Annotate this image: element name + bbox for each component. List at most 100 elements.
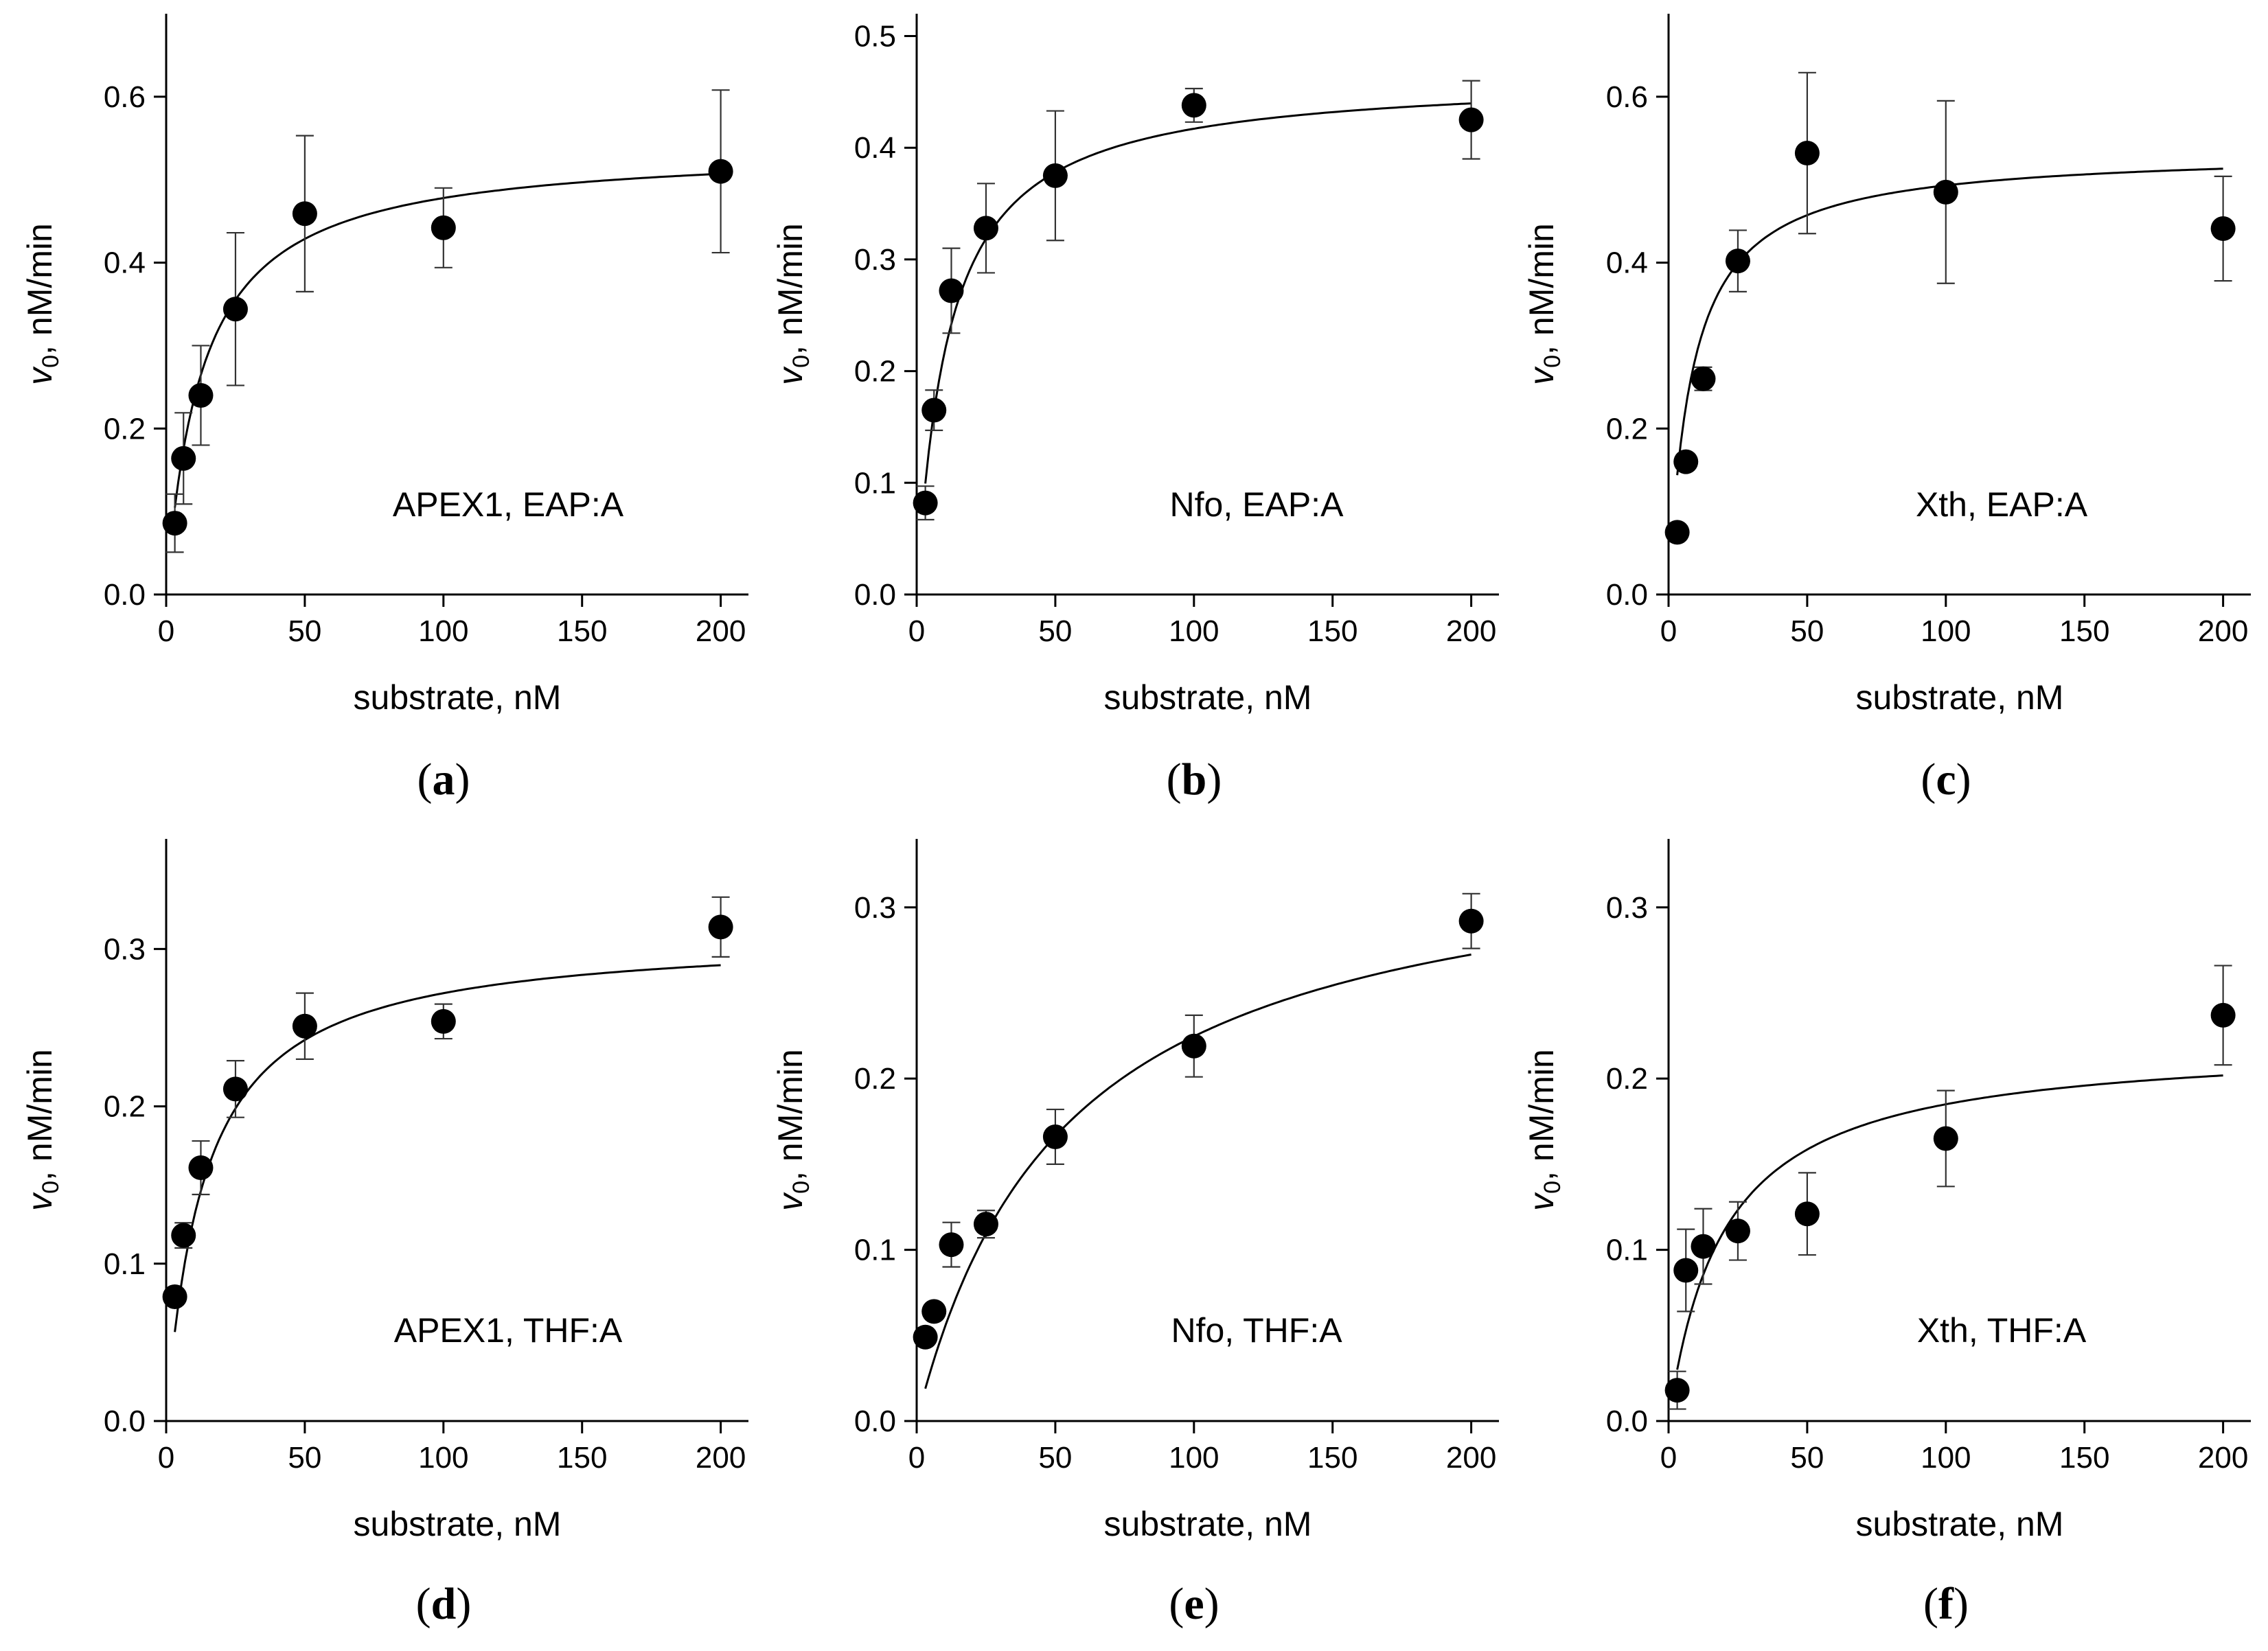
- data-point: [292, 1013, 317, 1039]
- x-tick-label: 200: [1446, 614, 1496, 648]
- y-tick-label: 0.3: [1606, 891, 1648, 925]
- y-label-units: , nM/min: [1522, 223, 1561, 355]
- x-tick-label: 200: [2198, 1441, 2248, 1475]
- y-tick-label: 0.0: [104, 1405, 146, 1438]
- fit-curve: [1676, 168, 2223, 476]
- y-label-subscript: 0: [38, 1181, 64, 1194]
- x-tick-label: 50: [1790, 1441, 1824, 1475]
- x-tick-label: 50: [1790, 614, 1824, 648]
- panel-label-open: (: [1923, 1579, 1938, 1629]
- data-point: [431, 1008, 456, 1034]
- data-point: [222, 297, 248, 322]
- y-label-units: , nM/min: [21, 223, 59, 355]
- x-tick-label: 50: [288, 614, 321, 648]
- y-tick-label: 0.2: [104, 1090, 146, 1124]
- data-point: [939, 278, 964, 303]
- data-point: [1794, 141, 1820, 166]
- y-tick-label: 0.6: [104, 80, 146, 114]
- fit-curve: [924, 102, 1471, 484]
- panel-annotation: APEX1, THF:A: [394, 1311, 623, 1350]
- x-axis-label: substrate, nM: [1856, 1505, 2064, 1543]
- y-tick-label: 0.1: [854, 1234, 896, 1267]
- data-point: [2210, 216, 2236, 242]
- data-point: [171, 446, 196, 471]
- x-tick-label: 100: [1169, 1441, 1219, 1475]
- y-label-units: , nM/min: [21, 1049, 59, 1181]
- y-tick-label: 0.3: [854, 243, 896, 277]
- data-point: [921, 1299, 947, 1324]
- x-tick-label: 50: [1038, 1441, 1072, 1475]
- panel-label-close: ): [1956, 754, 1971, 805]
- x-tick-label: 0: [908, 1441, 925, 1475]
- panel-label-letter: a: [433, 754, 455, 805]
- x-tick-label: 150: [557, 1441, 607, 1475]
- panel-label: (d): [416, 1579, 472, 1629]
- panel-label-open: (: [1921, 754, 1936, 805]
- y-label-subscript: 0: [788, 355, 814, 368]
- x-tick-label: 100: [1921, 1441, 1971, 1475]
- panel-annotation: Xth, THF:A: [1917, 1311, 2087, 1350]
- y-tick-label: 0.4: [104, 246, 146, 280]
- panel-annotation: APEX1, EAP:A: [393, 485, 624, 524]
- data-point: [921, 397, 947, 423]
- y-tick-label: 0.0: [1606, 1405, 1648, 1438]
- data-point: [431, 215, 456, 240]
- panel-label-close: ): [456, 1579, 471, 1629]
- data-point: [1458, 107, 1484, 132]
- panel-label-letter: e: [1184, 1579, 1204, 1629]
- data-point: [939, 1232, 964, 1258]
- y-tick-label: 0.1: [104, 1247, 146, 1281]
- panel-label: (f): [1923, 1579, 1969, 1629]
- data-point: [1181, 1033, 1206, 1059]
- x-tick-label: 0: [158, 1441, 174, 1475]
- data-point: [1673, 1258, 1699, 1283]
- data-point: [1933, 1126, 1958, 1151]
- panel-label-letter: c: [1936, 754, 1956, 805]
- fit-curve: [924, 954, 1471, 1389]
- y-tick-label: 0.4: [1606, 246, 1648, 280]
- data-point: [1673, 449, 1699, 474]
- panel-label: (b): [1167, 754, 1222, 805]
- panel-annotation: Nfo, EAP:A: [1170, 485, 1344, 524]
- data-point: [1725, 249, 1750, 274]
- panel-label-open: (: [417, 754, 433, 805]
- x-tick-label: 0: [1660, 1441, 1677, 1475]
- y-axis-label: v0, nM/min: [771, 223, 814, 385]
- x-tick-label: 0: [908, 614, 925, 648]
- x-tick-label: 50: [288, 1441, 321, 1475]
- y-tick-label: 0.3: [104, 932, 146, 966]
- y-tick-label: 0.0: [854, 1405, 896, 1438]
- data-point: [1933, 179, 1958, 205]
- data-point: [1458, 908, 1484, 934]
- y-tick-label: 0.2: [1606, 1062, 1648, 1096]
- panel-label: (e): [1169, 1579, 1219, 1629]
- data-point: [1725, 1219, 1750, 1244]
- y-tick-label: 0.4: [854, 131, 896, 165]
- data-point: [708, 914, 733, 940]
- data-point: [708, 159, 733, 184]
- x-tick-label: 200: [1446, 1441, 1496, 1475]
- data-point: [913, 490, 938, 516]
- x-tick-label: 150: [2059, 614, 2109, 648]
- y-label-v: v: [21, 366, 59, 385]
- data-point: [1794, 1201, 1820, 1227]
- panel-label-open: (: [416, 1579, 431, 1629]
- y-tick-label: 0.0: [854, 578, 896, 612]
- y-tick-label: 0.5: [854, 20, 896, 54]
- x-tick-label: 100: [418, 1441, 468, 1475]
- y-label-v: v: [771, 366, 810, 385]
- data-point: [162, 511, 187, 536]
- x-axis-label: substrate, nM: [1856, 678, 2064, 717]
- panel-label-letter: f: [1938, 1579, 1954, 1629]
- data-point: [1664, 520, 1690, 545]
- panel-label: (a): [417, 754, 470, 805]
- y-axis-label: v0, nM/min: [771, 1049, 814, 1211]
- x-tick-label: 200: [696, 1441, 746, 1475]
- panel-label-open: (: [1169, 1579, 1184, 1629]
- x-tick-label: 150: [2059, 1441, 2109, 1475]
- x-tick-label: 100: [1169, 614, 1219, 648]
